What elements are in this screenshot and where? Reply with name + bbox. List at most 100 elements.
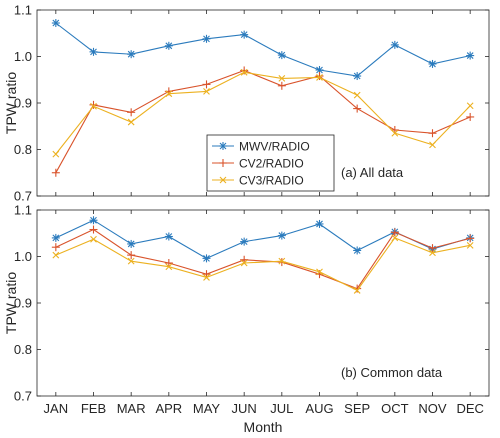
y-tick-label: 0.7 <box>14 189 32 204</box>
data-point <box>202 34 211 43</box>
panel-annotation: (b) Common data <box>341 365 443 380</box>
legend-marker <box>219 176 227 184</box>
data-point <box>51 243 60 252</box>
series-cv2-radio <box>51 225 475 293</box>
x-tick-label: OCT <box>381 401 409 416</box>
data-point <box>316 74 323 81</box>
data-point <box>315 72 324 81</box>
series-line <box>55 228 471 290</box>
data-point <box>391 129 399 137</box>
data-point <box>277 81 286 90</box>
data-point <box>278 257 286 265</box>
data-point <box>164 259 173 268</box>
data-point <box>466 241 474 249</box>
data-point <box>202 80 211 89</box>
y-tick-label: 1.1 <box>14 203 32 218</box>
data-point <box>127 108 136 117</box>
data-point <box>466 112 475 121</box>
data-point <box>240 259 248 267</box>
legend-entry: CV2/RADIO <box>212 157 304 171</box>
data-point <box>203 87 210 95</box>
data-point <box>428 59 437 68</box>
legend: MWV/RADIO CV2/RADIO CV3/RADIO <box>206 134 335 192</box>
data-point <box>127 118 135 126</box>
data-point <box>391 234 399 242</box>
y-tick-label: 0.8 <box>14 342 32 357</box>
y-tick-label: 1.1 <box>14 3 32 18</box>
data-point <box>51 19 60 28</box>
data-point <box>89 100 98 109</box>
data-point <box>428 129 437 138</box>
data-point <box>90 102 97 110</box>
data-point <box>51 168 60 177</box>
data-point <box>90 235 97 243</box>
y-axis-label: TPW ratio <box>3 72 19 134</box>
data-point <box>52 251 60 259</box>
data-point <box>315 65 324 74</box>
data-point <box>429 141 436 149</box>
data-point <box>52 150 60 158</box>
data-point <box>202 254 211 263</box>
data-point <box>127 257 135 265</box>
series-cv2-radio <box>51 66 475 177</box>
series-line <box>55 71 471 155</box>
data-point <box>277 51 286 60</box>
data-point <box>240 68 248 76</box>
data-point <box>353 287 361 294</box>
legend-marker <box>219 159 227 167</box>
series-line <box>55 22 471 77</box>
panel-annotation: (a) All data <box>341 165 404 180</box>
data-point <box>353 246 362 255</box>
data-point <box>316 268 323 276</box>
x-tick-label: SEP <box>344 401 370 416</box>
x-tick-label: JUN <box>232 401 257 416</box>
panel-all-data: 0.7 0.8 0.9 1.0 1.1 TPW ratio (a) All data MWV/… <box>3 3 490 204</box>
data-point <box>466 102 474 110</box>
y-tick-label: 0.9 <box>14 96 32 111</box>
data-point <box>429 249 436 257</box>
series-cv3-radio <box>52 68 474 158</box>
x-tick-label: FEB <box>81 401 106 416</box>
data-point <box>51 233 60 242</box>
y-axis-label: TPW ratio <box>3 272 19 334</box>
x-axis-label: Month <box>244 419 283 435</box>
data-point <box>277 231 286 240</box>
data-point <box>240 30 249 39</box>
panel-common-data: 0.7 0.8 0.9 1.0 1.1 TPW ratio (b) Common data J… <box>3 203 490 416</box>
data-point <box>466 51 475 60</box>
x-tick-label: DEC <box>456 401 483 416</box>
legend-label: CV3/RADIO <box>239 174 304 188</box>
data-point <box>164 232 173 241</box>
data-point <box>89 225 98 234</box>
legend-entry: MWV/RADIO <box>212 140 310 154</box>
data-point <box>466 234 475 243</box>
y-tick-label: 1.0 <box>14 249 32 264</box>
x-tick-label: AUG <box>305 401 333 416</box>
y-tick-label: 0.9 <box>14 296 32 311</box>
y-tick-label: 0.8 <box>14 142 32 157</box>
x-tick-label: JUL <box>270 401 293 416</box>
data-point <box>390 40 399 49</box>
data-point <box>127 239 136 248</box>
data-point <box>428 244 437 253</box>
data-point <box>353 72 362 81</box>
data-point <box>390 228 399 237</box>
y-tick-label: 1.0 <box>14 49 32 64</box>
data-point <box>89 47 98 56</box>
series-line <box>55 237 471 292</box>
series-cv3-radio <box>52 234 474 294</box>
x-tick-label: APR <box>155 401 182 416</box>
data-point <box>353 91 361 99</box>
series-line <box>55 69 471 174</box>
data-point <box>127 50 136 59</box>
data-point <box>353 104 362 113</box>
data-point <box>164 41 173 50</box>
x-tick-label: MAR <box>117 401 146 416</box>
legend-label: CV2/RADIO <box>239 157 304 171</box>
data-point <box>240 237 249 246</box>
legend-entry: CV3/RADIO <box>212 174 304 188</box>
data-point <box>165 90 173 98</box>
x-tick-label: MAY <box>193 401 221 416</box>
y-tick-label: 0.7 <box>14 389 32 404</box>
data-point <box>240 66 249 75</box>
